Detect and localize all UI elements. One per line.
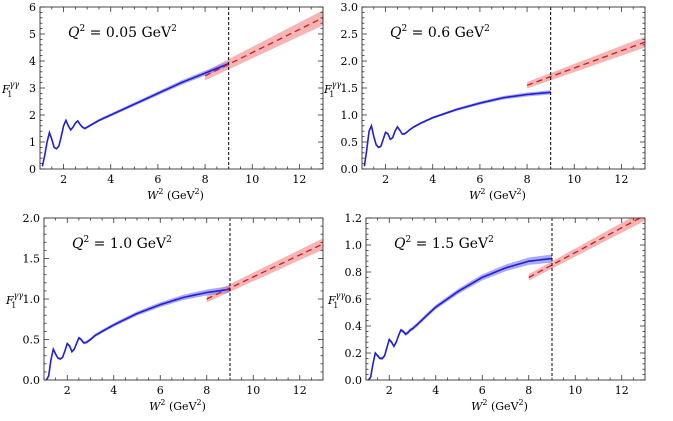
x-tick-label: 10 bbox=[568, 384, 582, 397]
x-tick-label: 4 bbox=[429, 173, 436, 186]
plot-area bbox=[45, 238, 323, 380]
y-tick-label: 2.0 bbox=[341, 55, 359, 68]
y-tick-label: 1.0 bbox=[341, 109, 359, 122]
chart-panel-2: 2 4 6 8 10 12 0.0 0.5 1.0 1.5 2.0 2.5 3.0 Q2 = 0.6 Ge… bbox=[323, 1, 646, 202]
x-tick-label: 2 bbox=[386, 384, 393, 397]
y-tick-label: 2.0 bbox=[23, 212, 41, 225]
regge-fit-line bbox=[526, 41, 645, 86]
y-tick-label: 3.0 bbox=[341, 1, 359, 14]
regge-band bbox=[205, 10, 323, 81]
x-tick-label: 8 bbox=[202, 173, 209, 186]
y-axis-label: Fγγ 1 bbox=[5, 291, 23, 310]
x-tick-label: 4 bbox=[107, 173, 114, 186]
y-tick-label: 0 bbox=[29, 163, 36, 176]
regge-band bbox=[528, 218, 645, 281]
x-tick-label: 8 bbox=[203, 384, 210, 397]
y-tick-label: 0.0 bbox=[345, 374, 363, 387]
y-tick-label: 1 bbox=[29, 136, 36, 149]
y-tick-label: 0.4 bbox=[345, 320, 363, 333]
y-tick-label: 0.5 bbox=[341, 136, 359, 149]
panel-label: Q2 = 0.05 GeV2 bbox=[68, 24, 177, 41]
y-tick-label: 0.6 bbox=[345, 293, 363, 306]
resonance-curve bbox=[41, 62, 229, 167]
y-tick-label: 0.0 bbox=[341, 163, 359, 176]
x-axis-label: W2 (GeV2) bbox=[471, 398, 528, 413]
y-tick-label: 4 bbox=[29, 55, 36, 68]
y-tick-label: 1.2 bbox=[345, 212, 363, 225]
y-tick-label: 1.5 bbox=[23, 253, 41, 266]
x-tick-label: 2 bbox=[64, 384, 71, 397]
x-tick-label: 6 bbox=[476, 173, 483, 186]
resonance-curve bbox=[45, 288, 231, 380]
x-tick-label: 6 bbox=[157, 384, 164, 397]
x-tick-label: 6 bbox=[479, 384, 486, 397]
y-tick-label: 2 bbox=[29, 109, 36, 122]
y-tick-label: 0.5 bbox=[23, 334, 41, 347]
x-tick-label: 10 bbox=[567, 173, 581, 186]
regge-band bbox=[206, 238, 323, 303]
y-tick-label: 5 bbox=[29, 28, 36, 41]
x-axis-label: W2 (GeV2) bbox=[149, 398, 206, 413]
x-tick-label: 2 bbox=[382, 173, 389, 186]
resonance-band bbox=[46, 286, 230, 380]
x-tick-label: 8 bbox=[525, 384, 532, 397]
y-axis-label: Fγγ 1 bbox=[327, 291, 345, 310]
chart-panel-4: 2 4 6 8 10 12 0.0 0.2 0.4 0.6 0.8 1.0 1.2 Q2 = 1.5 Ge… bbox=[327, 212, 646, 413]
x-tick-label: 8 bbox=[524, 173, 531, 186]
panel-label: Q2 = 1.5 GeV2 bbox=[394, 235, 494, 252]
panel-label: Q2 = 1.0 GeV2 bbox=[72, 235, 172, 252]
y-tick-label: 2.5 bbox=[341, 28, 359, 41]
x-tick-label: 4 bbox=[110, 384, 117, 397]
x-tick-label: 12 bbox=[292, 173, 306, 186]
resonance-band bbox=[368, 254, 552, 380]
y-tick-label: 1.0 bbox=[23, 293, 41, 306]
plot-area bbox=[367, 218, 645, 380]
x-tick-label: 12 bbox=[614, 173, 628, 186]
regge-fit-line bbox=[204, 17, 323, 77]
plot-area bbox=[363, 36, 645, 167]
regge-band bbox=[527, 36, 645, 89]
y-tick-label: 0.8 bbox=[345, 266, 363, 279]
resonance-curve bbox=[367, 257, 553, 380]
x-tick-label: 12 bbox=[293, 384, 307, 397]
y-axis-label: Fγγ 1 bbox=[323, 80, 341, 99]
resonance-band bbox=[42, 61, 229, 168]
y-tick-label: 1.0 bbox=[345, 239, 363, 252]
panel-label: Q2 = 0.6 GeV2 bbox=[390, 24, 490, 41]
y-tick-label: 0.0 bbox=[23, 374, 41, 387]
y-tick-label: 0.2 bbox=[345, 347, 363, 360]
chart-panel-3: 2 4 6 8 10 12 0.0 0.5 1.0 1.5 2.0 Q2 = 1.0 GeV2 W2 (… bbox=[5, 212, 324, 413]
x-tick-label: 2 bbox=[60, 173, 67, 186]
x-tick-label: 6 bbox=[154, 173, 161, 186]
resonance-curve bbox=[363, 91, 551, 167]
x-axis-label: W2 (GeV2) bbox=[147, 187, 204, 202]
x-tick-label: 4 bbox=[432, 384, 439, 397]
y-tick-label: 3 bbox=[29, 82, 36, 95]
x-tick-label: 10 bbox=[246, 384, 260, 397]
y-tick-label: 1.5 bbox=[341, 82, 359, 95]
resonance-band bbox=[364, 90, 551, 167]
y-axis-label: Fγγ 1 bbox=[1, 80, 19, 99]
x-axis-label: W2 (GeV2) bbox=[469, 187, 526, 202]
plot-area bbox=[41, 10, 323, 168]
x-tick-label: 10 bbox=[245, 173, 259, 186]
y-tick-label: 6 bbox=[29, 1, 36, 14]
x-tick-label: 12 bbox=[615, 384, 629, 397]
regge-fit-line bbox=[206, 243, 323, 300]
regge-fit-line bbox=[528, 218, 642, 278]
